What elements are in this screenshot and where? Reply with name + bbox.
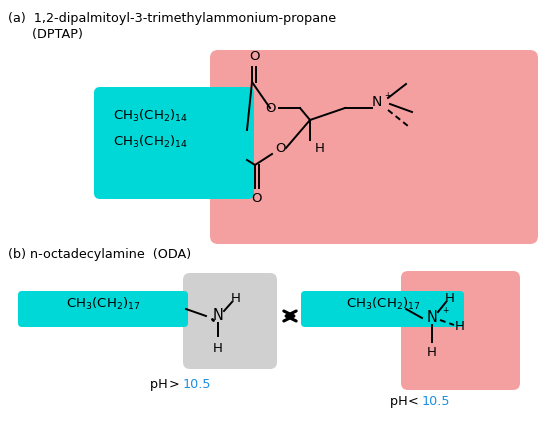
Text: CH$_3$(CH$_2$)$_{17}$: CH$_3$(CH$_2$)$_{17}$ bbox=[346, 296, 421, 312]
Text: CH$_3$(CH$_2$)$_{17}$: CH$_3$(CH$_2$)$_{17}$ bbox=[66, 296, 140, 312]
Text: O: O bbox=[252, 192, 262, 205]
Text: H: H bbox=[315, 142, 325, 155]
FancyBboxPatch shape bbox=[210, 50, 538, 244]
Text: $^+$: $^+$ bbox=[383, 91, 392, 101]
Text: (b) n-octadecylamine  (ODA): (b) n-octadecylamine (ODA) bbox=[8, 248, 191, 261]
FancyBboxPatch shape bbox=[301, 291, 464, 327]
Text: O: O bbox=[275, 142, 285, 155]
Text: H: H bbox=[213, 342, 223, 354]
FancyBboxPatch shape bbox=[18, 291, 188, 327]
Text: pH: pH bbox=[150, 378, 172, 391]
FancyBboxPatch shape bbox=[94, 87, 254, 199]
Text: (DPTAP): (DPTAP) bbox=[8, 28, 83, 41]
Text: N: N bbox=[213, 309, 223, 323]
Text: H: H bbox=[427, 346, 437, 359]
Text: 10.5: 10.5 bbox=[422, 395, 451, 408]
Text: H: H bbox=[231, 292, 241, 306]
Text: N: N bbox=[427, 311, 437, 326]
Text: (a)  1,2-dipalmitoyl-3-trimethylammonium-propane: (a) 1,2-dipalmitoyl-3-trimethylammonium-… bbox=[8, 12, 336, 25]
Text: <: < bbox=[408, 395, 418, 408]
Text: pH: pH bbox=[390, 395, 412, 408]
Text: 10.5: 10.5 bbox=[183, 378, 212, 391]
Text: N: N bbox=[372, 95, 382, 109]
Text: O: O bbox=[249, 50, 259, 63]
Text: CH$_3$(CH$_2$)$_{14}$: CH$_3$(CH$_2$)$_{14}$ bbox=[113, 108, 188, 124]
Text: H: H bbox=[445, 292, 455, 304]
Text: $^+$: $^+$ bbox=[441, 306, 450, 316]
Text: CH$_3$(CH$_2$)$_{14}$: CH$_3$(CH$_2$)$_{14}$ bbox=[113, 134, 188, 150]
FancyBboxPatch shape bbox=[183, 273, 277, 369]
Text: O: O bbox=[265, 102, 275, 114]
Text: H: H bbox=[455, 320, 465, 332]
FancyBboxPatch shape bbox=[401, 271, 520, 390]
Text: >: > bbox=[169, 378, 179, 391]
